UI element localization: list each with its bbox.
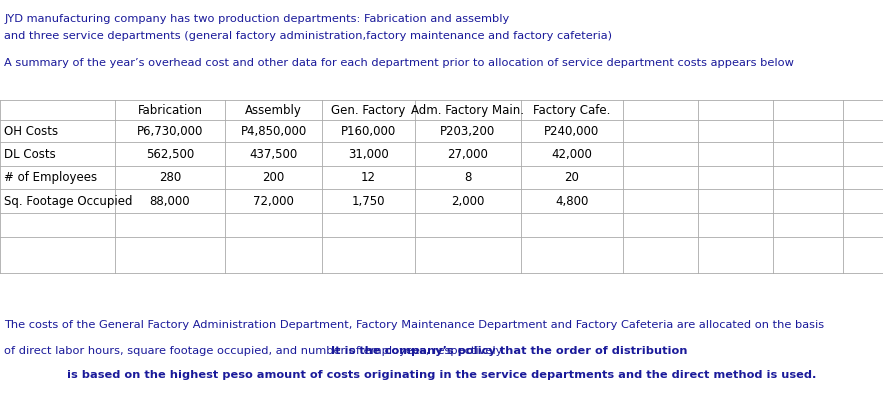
Text: 12: 12 <box>361 171 376 184</box>
Text: P203,200: P203,200 <box>441 125 495 138</box>
Text: is based on the highest peso amount of costs originating in the service departme: is based on the highest peso amount of c… <box>67 370 816 380</box>
Text: 20: 20 <box>564 171 579 184</box>
Text: A summary of the year’s overhead cost and other data for each department prior t: A summary of the year’s overhead cost an… <box>4 58 795 68</box>
Text: P240,000: P240,000 <box>544 125 600 138</box>
Text: Sq. Footage Occupied: Sq. Footage Occupied <box>4 195 133 208</box>
Text: Assembly: Assembly <box>245 103 302 117</box>
Text: It is the company’s policy that the order of distribution: It is the company’s policy that the orde… <box>331 346 688 356</box>
Text: Adm. Factory Main.: Adm. Factory Main. <box>411 103 525 117</box>
Text: 1,750: 1,750 <box>352 195 385 208</box>
Text: of direct labor hours, square footage occupied, and number of employees, respect: of direct labor hours, square footage oc… <box>4 346 509 356</box>
Text: 8: 8 <box>464 171 472 184</box>
Text: 200: 200 <box>262 171 285 184</box>
Text: The costs of the General Factory Administration Department, Factory Maintenance : The costs of the General Factory Adminis… <box>4 320 825 330</box>
Text: 27,000: 27,000 <box>448 147 488 161</box>
Text: JYD manufacturing company has two production departments: Fabrication and assemb: JYD manufacturing company has two produc… <box>4 14 509 24</box>
Text: and three service departments (general factory administration,factory maintenanc: and three service departments (general f… <box>4 31 613 41</box>
Text: 42,000: 42,000 <box>551 147 592 161</box>
Text: Fabrication: Fabrication <box>138 103 202 117</box>
Text: 2,000: 2,000 <box>451 195 485 208</box>
Text: DL Costs: DL Costs <box>4 147 57 161</box>
Text: 31,000: 31,000 <box>348 147 389 161</box>
Text: Factory Cafe.: Factory Cafe. <box>533 103 610 117</box>
Text: 280: 280 <box>159 171 181 184</box>
Text: 4,800: 4,800 <box>555 195 588 208</box>
Text: P6,730,000: P6,730,000 <box>137 125 203 138</box>
Text: P4,850,000: P4,850,000 <box>240 125 307 138</box>
Text: 72,000: 72,000 <box>253 195 294 208</box>
Text: 562,500: 562,500 <box>146 147 194 161</box>
Text: P160,000: P160,000 <box>341 125 396 138</box>
Text: 88,000: 88,000 <box>149 195 191 208</box>
Text: OH Costs: OH Costs <box>4 125 58 138</box>
Text: # of Employees: # of Employees <box>4 171 97 184</box>
Text: Gen. Factory: Gen. Factory <box>331 103 406 117</box>
Text: 437,500: 437,500 <box>250 147 298 161</box>
